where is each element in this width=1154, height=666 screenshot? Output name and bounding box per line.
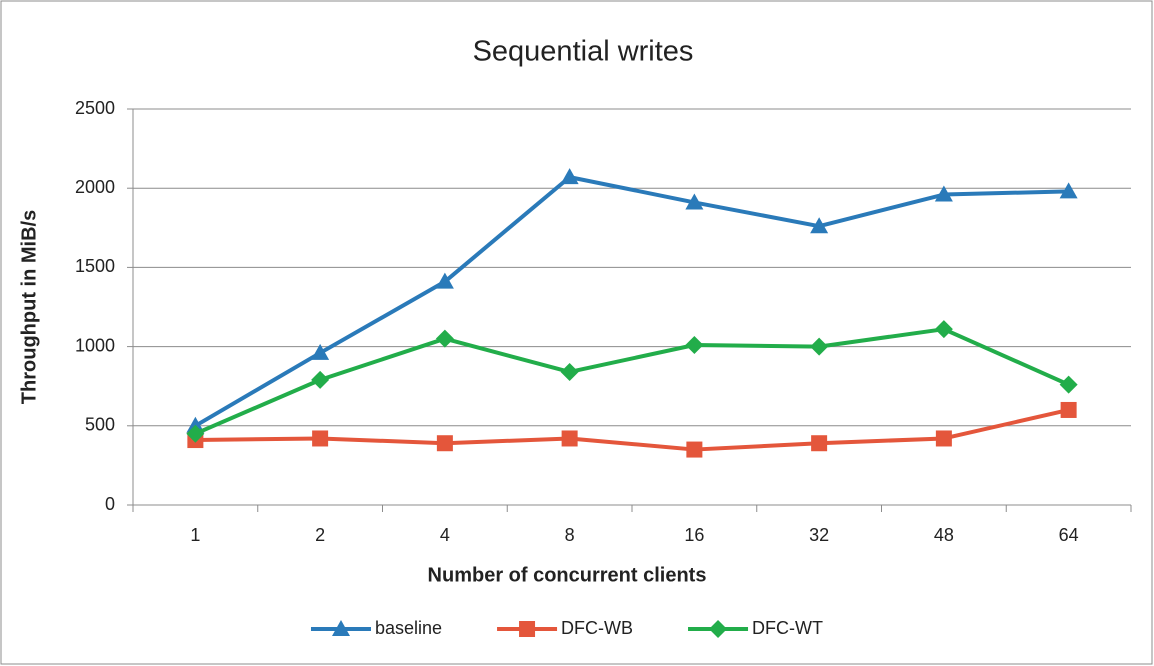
marker — [311, 343, 330, 360]
y-tick-label: 0 — [105, 494, 115, 514]
marker — [331, 620, 350, 636]
legend-label: baseline — [375, 618, 442, 638]
x-tick-label: 48 — [934, 525, 954, 545]
marker — [935, 430, 952, 447]
marker — [685, 336, 704, 355]
marker — [561, 430, 578, 447]
marker — [685, 193, 704, 210]
marker — [934, 320, 953, 339]
marker — [435, 272, 454, 289]
legend-item: baseline — [310, 618, 442, 638]
marker — [709, 620, 728, 638]
marker — [312, 430, 329, 447]
marker — [1059, 182, 1078, 199]
series — [186, 320, 1078, 443]
marker — [560, 168, 579, 185]
y-tick-label: 1000 — [75, 335, 115, 355]
legend-item: DFC-WT — [688, 618, 823, 638]
marker — [186, 424, 205, 443]
marker — [560, 362, 579, 381]
marker — [810, 217, 829, 234]
series-line — [194, 327, 1070, 436]
x-tick-label: 1 — [190, 525, 200, 545]
marker — [311, 370, 330, 389]
x-tick-label: 2 — [315, 525, 325, 545]
marker — [686, 441, 703, 458]
x-tick-label: 64 — [1059, 525, 1079, 545]
y-tick-label: 2500 — [75, 98, 115, 118]
legend-label: DFC-WB — [561, 618, 633, 638]
marker — [1060, 401, 1077, 418]
y-tick-label: 500 — [85, 415, 115, 435]
legend-label: DFC-WT — [752, 618, 823, 638]
x-tick-label: 32 — [809, 525, 829, 545]
marker — [934, 185, 953, 202]
y-axis-title: Throughput in MiB/s — [18, 210, 40, 404]
series-line — [195, 408, 1070, 452]
x-tick-label: 8 — [565, 525, 575, 545]
marker — [519, 621, 536, 637]
marker — [1059, 375, 1078, 394]
y-tick-label: 2000 — [75, 177, 115, 197]
marker — [810, 337, 829, 356]
x-axis-title: Number of concurrent clients — [428, 564, 707, 586]
marker — [811, 435, 828, 452]
legend: baseline DFC-WB DFC-WT — [310, 618, 823, 638]
y-tick-label: 1500 — [75, 256, 115, 276]
series — [186, 168, 1078, 433]
series — [187, 401, 1077, 458]
x-tick-label: 16 — [684, 525, 704, 545]
marker — [435, 329, 454, 348]
legend-item: DFC-WB — [497, 618, 633, 638]
series-line — [194, 175, 1069, 428]
marker — [436, 435, 453, 452]
x-tick-label: 4 — [440, 525, 450, 545]
chart-title: Sequential writes — [473, 36, 694, 68]
